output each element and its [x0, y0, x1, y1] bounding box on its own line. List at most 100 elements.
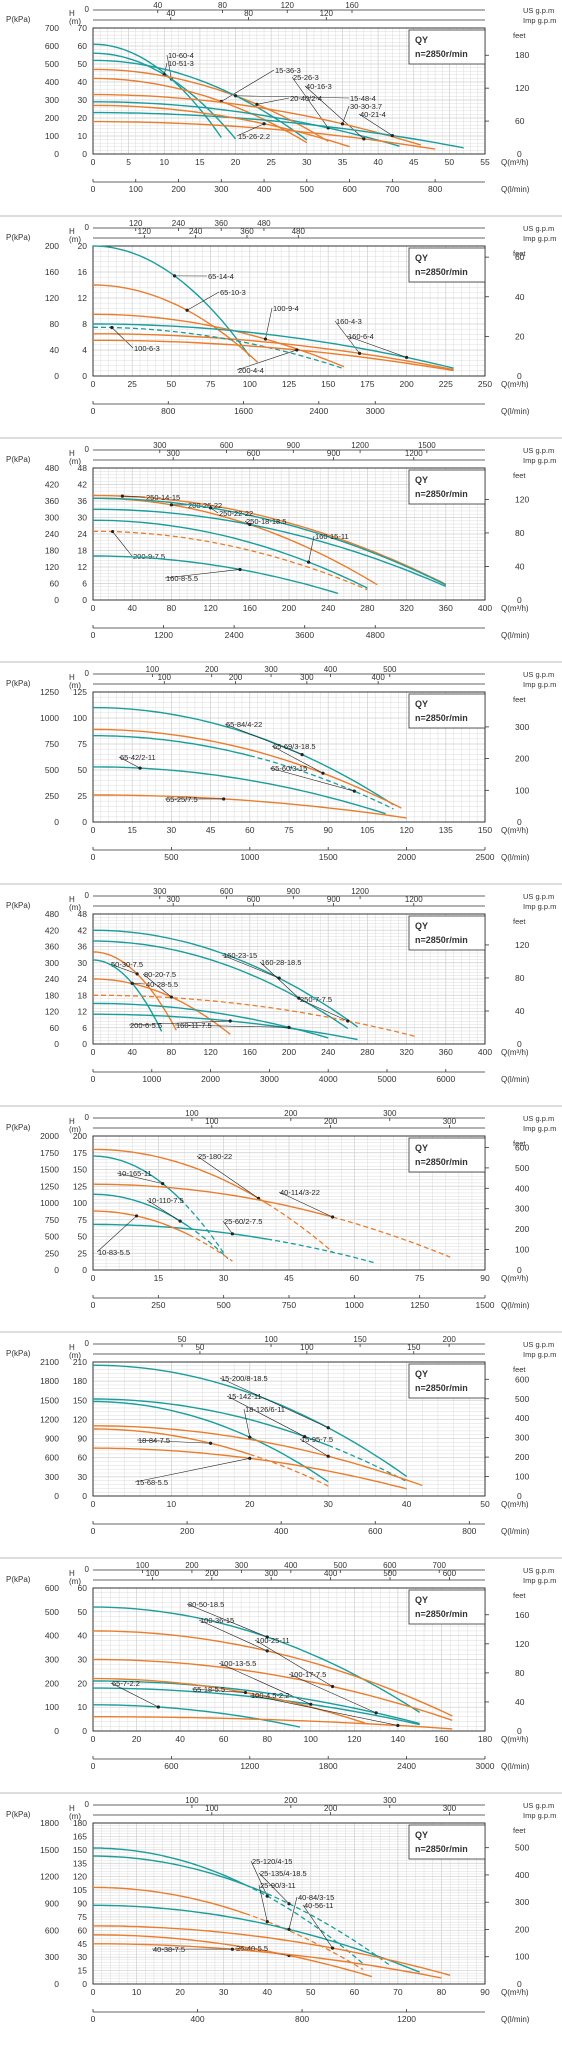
- p-tick-label: 750: [45, 1215, 59, 1225]
- us-gpm-zero-label: 0: [85, 891, 90, 900]
- q-m3h-tick-label: 120: [400, 825, 414, 835]
- curve-label: 100-9-4: [273, 304, 299, 313]
- h-tick-label: 4: [82, 345, 87, 355]
- p-tick-label: 300: [45, 1952, 59, 1962]
- q-lmin-tick-label: 800: [161, 406, 175, 416]
- q-m3h-tick-label: 75: [284, 825, 294, 835]
- q-lmin-tick-label: 2400: [225, 630, 244, 640]
- feet-tick-label: 80: [515, 1668, 525, 1678]
- imp-gpm-tick-label: 100: [205, 1804, 219, 1813]
- h-tick-label: 125: [73, 687, 87, 697]
- q-m3h-tick-label: 100: [243, 379, 257, 389]
- h-tick-label: 25: [78, 1248, 88, 1258]
- curve-label: 65-25/7.5: [166, 795, 198, 804]
- p-tick-label: 180: [45, 990, 59, 1000]
- curve-label: 40-38-7.5: [153, 1945, 185, 1954]
- q-lmin-tick-label: 2400: [309, 406, 328, 416]
- feet-axis-title: feet: [513, 1591, 526, 1600]
- curve-group: 100-25-11: [93, 1636, 452, 1720]
- q-lmin-tick-label: 4000: [319, 1074, 338, 1084]
- model-speed-label: n=2850r/min: [415, 1844, 468, 1854]
- curve-label: 40-114/3-22: [280, 1188, 320, 1197]
- q-m3h-tick-label: 25: [266, 157, 276, 167]
- feet-axis-title: feet: [513, 917, 526, 926]
- q-m3h-tick-label: 240: [321, 603, 335, 613]
- curve-label: 10-51-3: [168, 59, 194, 68]
- q-lmin-tick-label: 5000: [378, 1074, 397, 1084]
- curve-40-84/3-15: [93, 1905, 420, 1972]
- h-tick-label: 42: [78, 925, 88, 935]
- p-tick-label: 750: [45, 739, 59, 749]
- p-tick-label: 300: [45, 95, 59, 105]
- q-m3h-tick-label: 40: [127, 1047, 137, 1057]
- us-gpm-zero-label: 0: [85, 1339, 90, 1348]
- us-gpm-tick-label: 300: [383, 1796, 397, 1805]
- h-tick-label: 120: [73, 1414, 87, 1424]
- imp-gpm-tick-label: 300: [443, 1117, 457, 1126]
- q-m3h-tick-label: 200: [282, 603, 296, 613]
- imp-gpm-unit-label: Imp g.p.m: [523, 1124, 556, 1133]
- q-m3h-tick-label: 50: [480, 1499, 490, 1509]
- p-tick-label: 180: [45, 546, 59, 556]
- q-m3h-tick-label: 150: [321, 379, 335, 389]
- q-lmin-tick-label: 2400: [397, 1761, 416, 1771]
- imp-gpm-tick-label: 120: [138, 227, 152, 236]
- curve-label: 100-13-5.5: [220, 1659, 256, 1668]
- q-m3h-tick-label: 90: [323, 825, 333, 835]
- curve-label: 25-120/4-15: [252, 1857, 292, 1866]
- us-gpm-tick-label: 900: [287, 887, 301, 896]
- us-gpm-tick-label: 120: [281, 1, 295, 10]
- p-tick-label: 300: [45, 513, 59, 523]
- feet-tick-label: 200: [515, 1452, 529, 1462]
- h-tick-label: 75: [78, 1215, 88, 1225]
- q-lmin-tick-label: 400: [257, 184, 271, 194]
- p-tick-label: 480: [45, 909, 59, 919]
- curve-marker: [346, 1019, 349, 1022]
- q-m3h-tick-label: 20: [132, 1734, 142, 1744]
- us-gpm-tick-label: 300: [264, 665, 278, 674]
- us-gpm-unit-label: US g.p.m: [523, 1340, 554, 1349]
- h-tick-label: 60: [78, 41, 88, 51]
- curve-label: 15-95-7.5: [301, 1435, 333, 1444]
- q-m3h-tick-label: 0: [91, 1734, 96, 1744]
- imp-gpm-tick-label: 600: [247, 895, 261, 904]
- curve-label: 100-36-15: [200, 1616, 234, 1625]
- h-tick-label: 30: [78, 95, 88, 105]
- h-tick-label: 60: [78, 1583, 88, 1593]
- q-lmin-tick-label: 3000: [366, 406, 385, 416]
- p-tick-label: 600: [45, 1583, 59, 1593]
- q-lmin-tick-label: 1500: [476, 1300, 495, 1310]
- p-tick-label: 200: [45, 241, 59, 251]
- us-gpm-zero-label: 0: [85, 669, 90, 678]
- imp-gpm-tick-label: 100: [158, 673, 172, 682]
- p-tick-label: 60: [50, 1023, 60, 1033]
- h-tick-label: 150: [73, 1395, 87, 1405]
- q-m3h-tick-label: 5: [126, 157, 131, 167]
- h-tick-label: 36: [78, 942, 88, 952]
- p-tick-label: 0: [54, 817, 59, 827]
- curve-group: 40-56-11: [93, 1901, 450, 1975]
- q-m3h-tick-label: 35: [338, 157, 348, 167]
- model-speed-label: n=2850r/min: [415, 1157, 468, 1167]
- q-m3h-tick-label: 200: [400, 379, 414, 389]
- feet-tick-label: 120: [515, 494, 529, 504]
- model-speed-label: n=2850r/min: [415, 935, 468, 945]
- q-lmin-axis-title: Q(l/min): [501, 1762, 530, 1771]
- q-m3h-tick-label: 20: [175, 1987, 185, 1997]
- imp-gpm-tick-label: 500: [383, 1569, 397, 1578]
- h-tick-label: 30: [78, 1952, 88, 1962]
- us-gpm-tick-label: 200: [185, 1561, 199, 1570]
- us-gpm-tick-label: 40: [153, 1, 162, 10]
- q-lmin-tick-label: 750: [282, 1300, 296, 1310]
- p-axis-title: P(kPa): [6, 1123, 31, 1132]
- imp-gpm-tick-label: 400: [324, 1569, 338, 1578]
- q-lmin-tick-label: 800: [462, 1526, 476, 1536]
- q-lmin-axis-title: Q(l/min): [501, 1527, 530, 1536]
- curve-label: 40-21-4: [360, 110, 386, 119]
- feet-tick-label: 500: [515, 1394, 529, 1404]
- q-lmin-tick-label: 0: [91, 1300, 96, 1310]
- us-gpm-zero-label: 0: [85, 1113, 90, 1122]
- h-tick-label: 40: [78, 1631, 88, 1641]
- us-gpm-zero-label: 0: [85, 5, 90, 14]
- curve-label: 40-56-11: [304, 1901, 333, 1910]
